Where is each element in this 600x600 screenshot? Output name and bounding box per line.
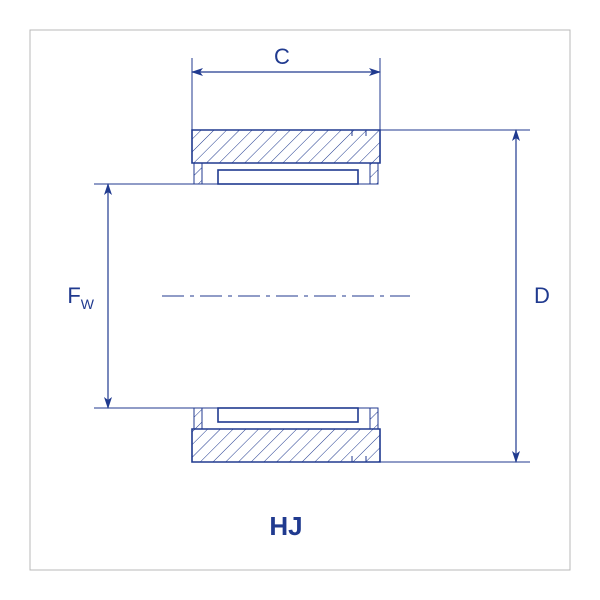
roller-bottom [218,408,358,422]
lip-top-right [370,163,378,184]
lip-bottom-right [370,408,378,429]
lip-bottom-left [194,408,202,429]
lip-top-left [194,163,202,184]
diagram-title: HJ [269,511,302,541]
dimension-fw-label: FW [67,283,94,312]
roller-top [218,170,358,184]
dimension-d-label: D [534,283,550,308]
image-frame [30,30,570,570]
dimension-c-label: C [274,44,290,69]
